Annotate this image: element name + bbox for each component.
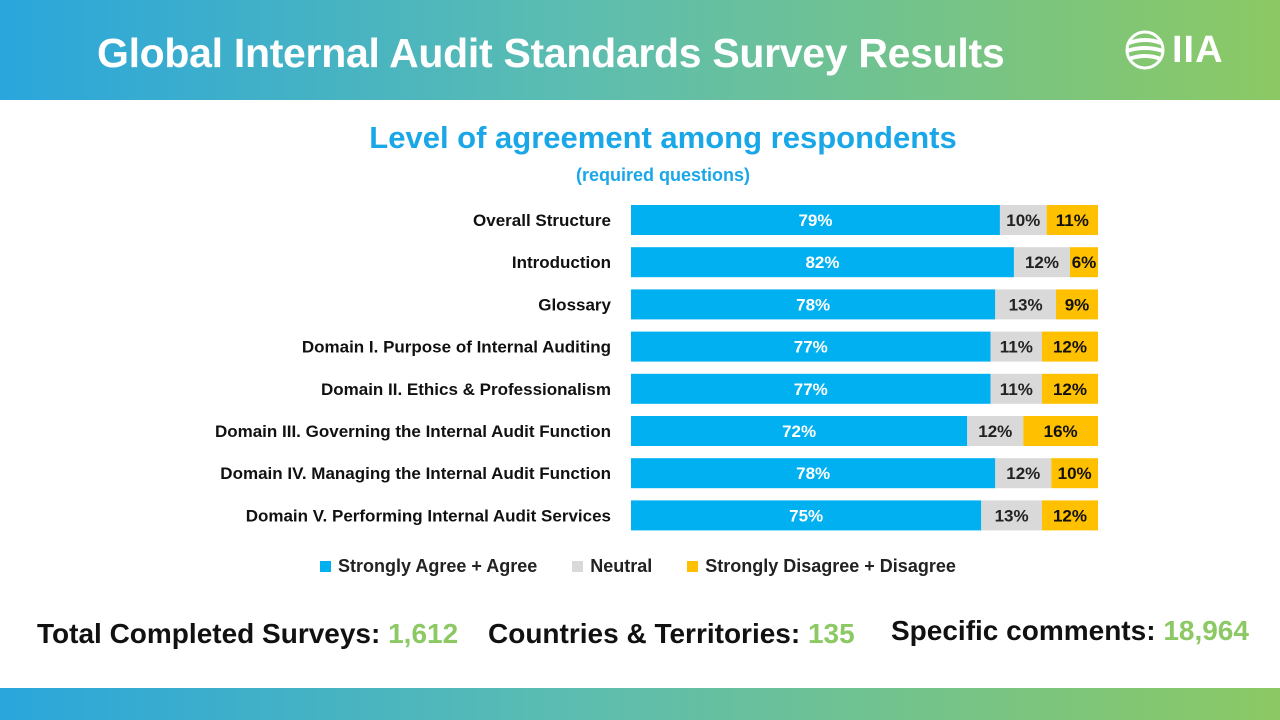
header-banner: Global Internal Audit Standards Survey R…: [0, 0, 1280, 100]
category-label: Glossary: [538, 295, 611, 314]
category-label: Overall Structure: [473, 211, 611, 230]
data-label-agree: 78%: [796, 295, 830, 314]
data-label-neutral: 11%: [1000, 338, 1033, 357]
bar-segment-agree: [631, 331, 991, 362]
bar-segment-agree: [631, 289, 996, 320]
data-label-agree: 77%: [794, 338, 828, 357]
data-label-agree: 72%: [782, 422, 816, 441]
stat-total-surveys: Total Completed Surveys: 1,612: [37, 618, 458, 650]
stat-comments: Specific comments: 18,964: [891, 615, 1249, 647]
stat-total-surveys-label: Total Completed Surveys:: [37, 618, 389, 649]
data-label-neutral: 13%: [995, 506, 1029, 525]
bar-segment-disagree: [1051, 458, 1098, 489]
legend-item-agree: Strongly Agree + Agree: [320, 556, 537, 577]
category-label: Domain II. Ethics & Professionalism: [321, 380, 611, 399]
bar-segment-disagree: [1041, 373, 1098, 404]
bar-segment-disagree: [1041, 500, 1098, 531]
legend-label-agree: Strongly Agree + Agree: [338, 556, 538, 576]
chart-subtitle: (required questions): [575, 165, 750, 185]
footer-band: [0, 688, 1280, 720]
category-label: Domain V. Performing Internal Audit Serv…: [246, 506, 611, 525]
legend-swatch-disagree: [687, 561, 699, 572]
legend-swatch-agree: [320, 561, 331, 572]
bar-segment-agree: [631, 416, 968, 446]
data-label-neutral: 12%: [1006, 464, 1040, 483]
stat-countries: Countries & Territories: 135: [488, 618, 855, 650]
data-label-neutral: 10%: [1006, 211, 1040, 230]
data-label-disagree: 16%: [1044, 422, 1078, 441]
stacked-bar-chart: Overall Structure 79% 10% 11% Introduction 82…: [215, 205, 1098, 531]
legend-item-disagree: Strongly Disagree + Disagree: [687, 556, 956, 577]
data-label-agree: 82%: [805, 253, 839, 272]
data-label-neutral: 12%: [978, 422, 1012, 441]
data-label-agree: 77%: [794, 380, 828, 399]
category-label: Domain I. Purpose of Internal Auditing: [302, 338, 611, 357]
stat-countries-value: 135: [807, 618, 855, 649]
bar-segment-neutral: [999, 205, 1047, 235]
stat-comments-value: 18,964: [1163, 615, 1249, 646]
data-label-neutral: 11%: [1000, 380, 1033, 399]
bar-segment-neutral: [1013, 247, 1070, 278]
bar-segment-agree: [631, 205, 1000, 235]
chart-title: Level of agreement among respondents: [369, 120, 957, 155]
legend-label-disagree: Strongly Disagree + Disagree: [705, 556, 956, 576]
bar-segment-disagree: [1069, 247, 1098, 278]
bar-segment-disagree: [1046, 205, 1098, 235]
iia-logo: IIA: [1124, 28, 1224, 72]
bar-segment-disagree: [1023, 416, 1098, 446]
legend-label-neutral: Neutral: [590, 556, 653, 576]
data-label-neutral: 13%: [1009, 295, 1043, 314]
data-label-disagree: 11%: [1056, 211, 1089, 230]
legend-swatch-neutral: [572, 561, 584, 572]
bar-segment-agree: [631, 373, 991, 404]
data-label-agree: 75%: [789, 506, 823, 525]
bar-segment-agree: [631, 247, 1014, 278]
globe-logo-icon: [1125, 30, 1165, 70]
data-label-agree: 78%: [796, 464, 830, 483]
legend-item-neutral: Neutral: [572, 556, 652, 577]
bar-segment-neutral: [995, 458, 1052, 489]
data-label-disagree: 9%: [1065, 295, 1090, 314]
category-label: Domain III. Governing the Internal Audit…: [215, 422, 611, 441]
bar-segment-neutral: [967, 416, 1024, 446]
bar-segment-disagree: [1055, 289, 1098, 320]
bar-segment-agree: [631, 500, 982, 531]
bar-segment-neutral: [995, 289, 1056, 320]
data-label-disagree: 12%: [1053, 338, 1087, 357]
logo-text: IIA: [1172, 28, 1224, 71]
data-label-disagree: 12%: [1053, 380, 1087, 399]
bar-segment-neutral: [981, 500, 1042, 531]
category-label: Introduction: [512, 253, 611, 272]
stat-comments-label: Specific comments:: [891, 615, 1164, 646]
data-label-disagree: 10%: [1058, 464, 1092, 483]
data-label-neutral: 12%: [1025, 253, 1059, 272]
data-label-disagree: 12%: [1053, 506, 1087, 525]
bar-segment-neutral: [990, 373, 1042, 404]
chart-legend: Strongly Agree + Agree Neutral Strongly …: [320, 556, 991, 577]
data-label-disagree: 6%: [1072, 253, 1097, 272]
bar-segment-neutral: [990, 331, 1042, 362]
category-label: Domain IV. Managing the Internal Audit F…: [220, 464, 611, 483]
page-title: Global Internal Audit Standards Survey R…: [97, 30, 1005, 76]
bar-segment-agree: [631, 458, 996, 489]
stat-total-surveys-value: 1,612: [388, 618, 459, 649]
stat-countries-label: Countries & Territories:: [488, 618, 808, 649]
bar-segment-disagree: [1041, 331, 1098, 362]
data-label-agree: 79%: [798, 211, 832, 230]
